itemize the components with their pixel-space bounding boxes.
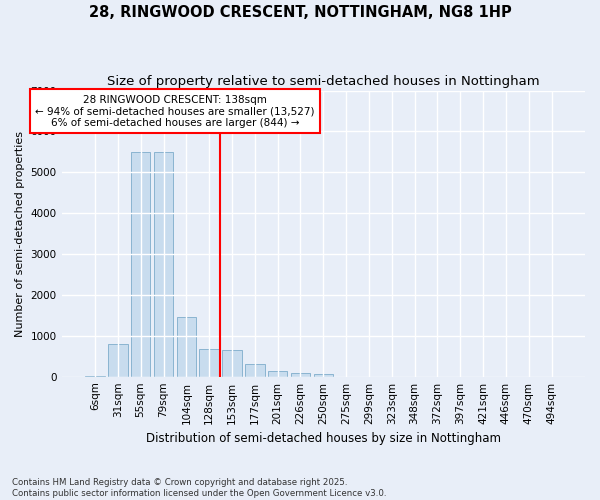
Title: Size of property relative to semi-detached houses in Nottingham: Size of property relative to semi-detach… — [107, 75, 539, 88]
Bar — [131, 152, 151, 376]
X-axis label: Distribution of semi-detached houses by size in Nottingham: Distribution of semi-detached houses by … — [146, 432, 501, 445]
Bar — [176, 318, 196, 376]
Bar — [291, 374, 310, 376]
Bar — [199, 349, 219, 376]
Bar — [108, 344, 128, 376]
Text: Contains HM Land Registry data © Crown copyright and database right 2025.
Contai: Contains HM Land Registry data © Crown c… — [12, 478, 386, 498]
Bar — [245, 364, 265, 376]
Bar — [314, 374, 333, 376]
Bar — [154, 152, 173, 376]
Bar — [268, 372, 287, 376]
Bar — [222, 350, 242, 376]
Text: 28 RINGWOOD CRESCENT: 138sqm
← 94% of semi-detached houses are smaller (13,527)
: 28 RINGWOOD CRESCENT: 138sqm ← 94% of se… — [35, 94, 314, 128]
Text: 28, RINGWOOD CRESCENT, NOTTINGHAM, NG8 1HP: 28, RINGWOOD CRESCENT, NOTTINGHAM, NG8 1… — [89, 5, 511, 20]
Y-axis label: Number of semi-detached properties: Number of semi-detached properties — [15, 130, 25, 336]
